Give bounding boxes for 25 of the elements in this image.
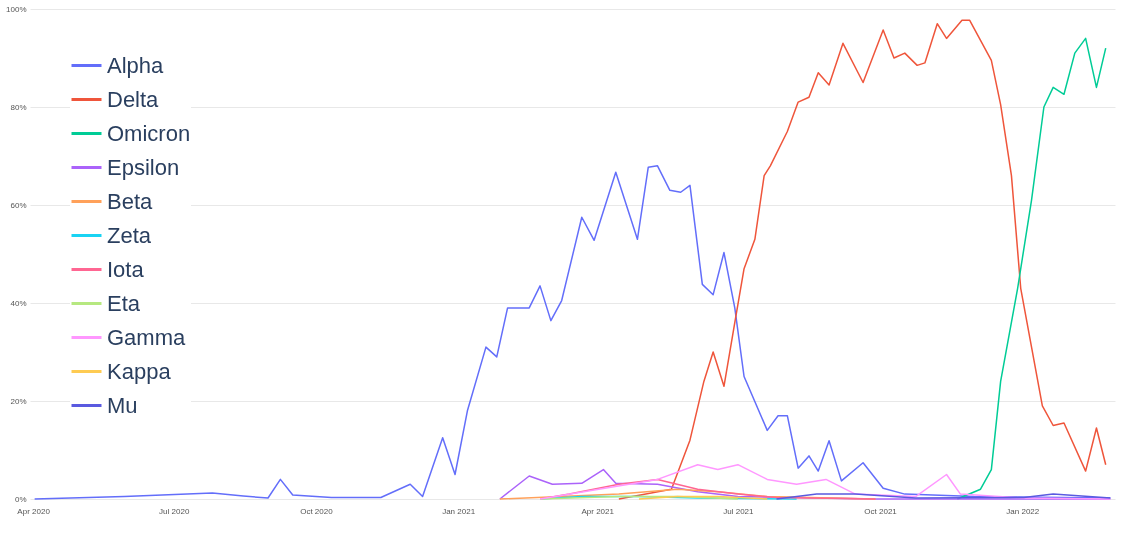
legend-label: Mu <box>107 392 138 418</box>
y-tick-label: 100% <box>6 4 27 14</box>
legend-label: Kappa <box>107 358 172 384</box>
legend-label: Gamma <box>107 324 186 350</box>
y-tick-label: 80% <box>10 102 27 112</box>
x-tick-label: Jul 2020 <box>159 506 190 516</box>
x-tick-label: Jul 2021 <box>723 506 755 516</box>
legend-label: Zeta <box>107 222 152 248</box>
x-tick-label: Jan 2022 <box>1006 506 1040 516</box>
legend-label: Delta <box>107 86 160 112</box>
y-tick-label: 60% <box>10 200 27 210</box>
x-tick-label: Apr 2020 <box>17 506 51 516</box>
legend-label: Alpha <box>107 52 165 78</box>
legend-label: Omicron <box>107 120 191 146</box>
legend-label: Eta <box>107 290 141 316</box>
y-tick-label: 20% <box>10 396 27 406</box>
legend-label: Iota <box>107 256 145 282</box>
y-tick-label: 40% <box>10 298 27 308</box>
legend-label: Beta <box>107 188 154 214</box>
x-tick-label: Oct 2021 <box>864 506 898 516</box>
legend-label: Epsilon <box>107 154 180 180</box>
x-tick-label: Jan 2021 <box>442 506 476 516</box>
x-tick-label: Apr 2021 <box>581 506 615 516</box>
x-tick-label: Oct 2020 <box>300 506 334 516</box>
y-tick-label: 0% <box>14 494 27 504</box>
